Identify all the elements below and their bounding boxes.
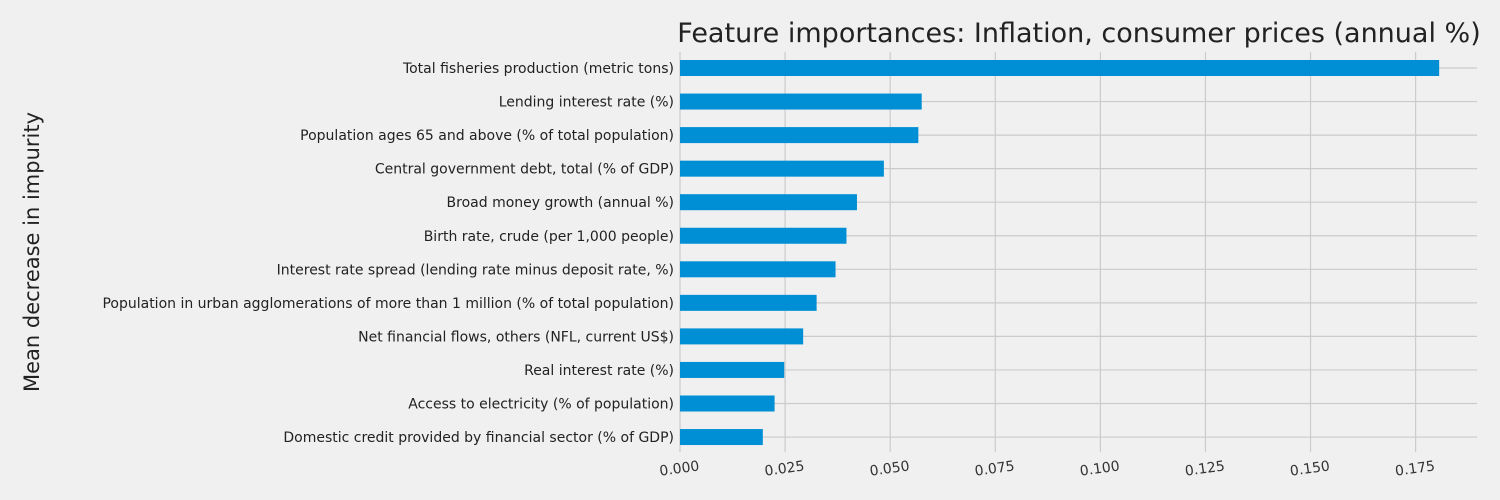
bar [680,261,836,278]
category-label: Net financial flows, others (NFL, curren… [358,329,674,345]
x-tick-label: 0.175 [1394,458,1436,479]
bar [680,294,817,311]
category-label: Birth rate, crude (per 1,000 people) [424,229,674,245]
bar [680,328,804,345]
chart-title: Feature importances: Inflation, consumer… [677,18,1480,49]
x-tick-label: 0.075 [974,458,1016,479]
x-tick-label: 0.050 [869,458,911,479]
x-tick-labels: 0.000 0.025 0.050 0.075 0.100 0.125 0.150 0.175 [658,458,1436,479]
bar [680,395,775,412]
category-label: Population in urban agglomerations of mo… [102,296,674,312]
bar [680,429,763,446]
category-label: Access to electricity (% of population) [408,397,674,413]
category-label: Population ages 65 and above (% of total… [300,128,674,144]
bar [680,160,884,177]
bar [680,194,857,211]
x-tick-label: 0.125 [1184,458,1226,479]
bar [680,93,922,110]
category-label: Interest rate spread (lending rate minus… [277,262,674,278]
bar [680,60,1440,76]
category-label: Lending interest rate (%) [499,95,674,111]
category-label: Domestic credit provided by financial se… [283,430,674,446]
grid-lines [679,52,1477,452]
x-tick-label: 0.000 [658,458,700,479]
category-label: Central government debt, total (% of GDP… [375,162,674,178]
category-label: Real interest rate (%) [524,363,674,379]
bars [680,60,1440,446]
bar [680,127,919,144]
category-label: Broad money growth (annual %) [447,195,674,211]
category-labels: Total fisheries production (metric tons)… [102,61,674,446]
x-tick-label: 0.100 [1079,458,1121,479]
bar [680,361,785,378]
y-axis-label: Mean decrease in impurity [20,112,44,392]
x-tick-label: 0.150 [1289,458,1331,479]
category-label: Total fisheries production (metric tons) [402,61,674,77]
bar [680,227,847,244]
x-tick-label: 0.025 [764,458,806,479]
